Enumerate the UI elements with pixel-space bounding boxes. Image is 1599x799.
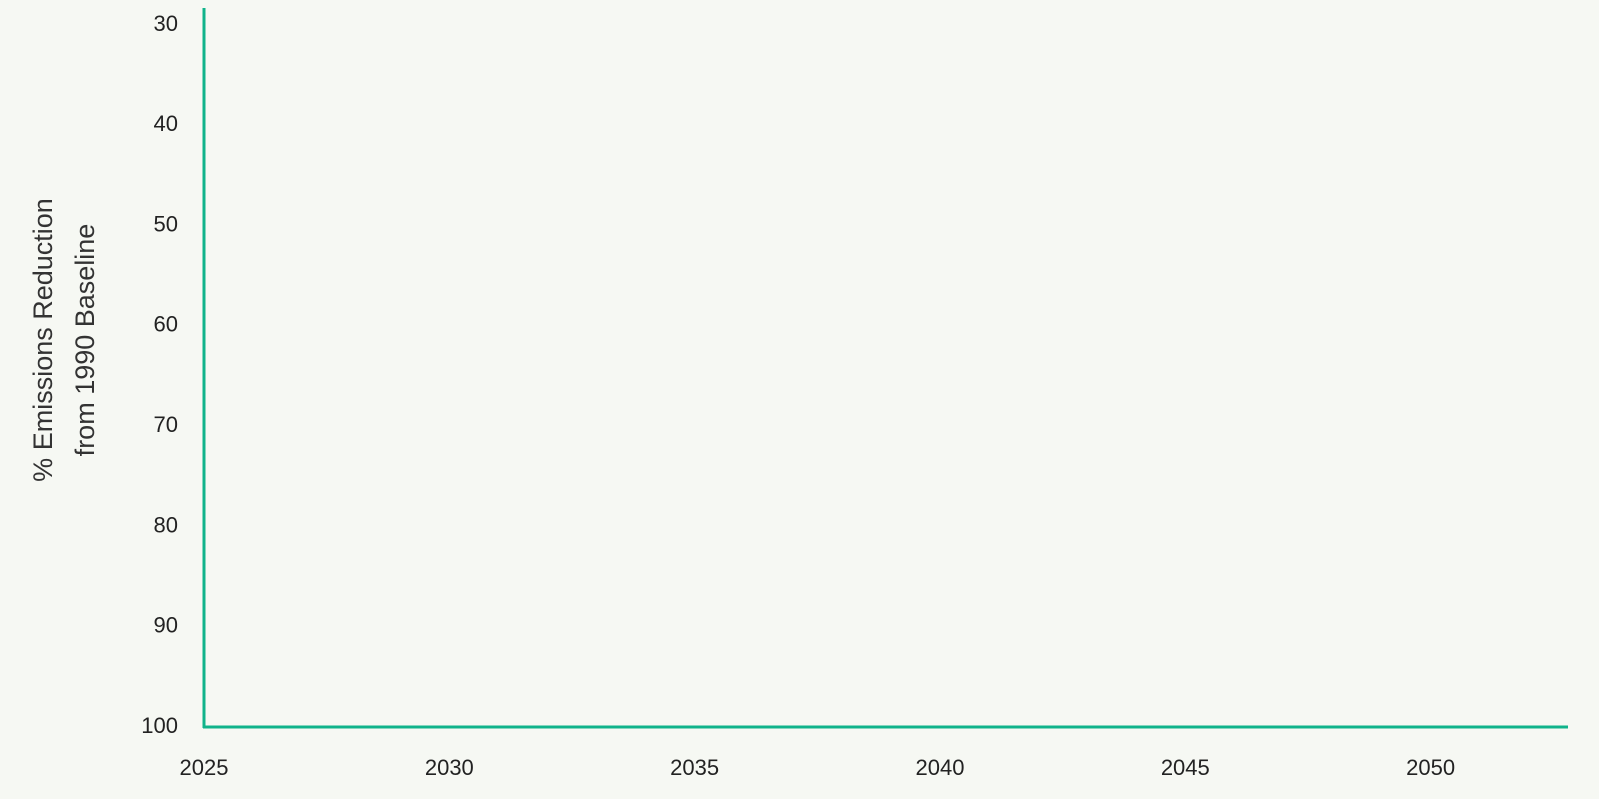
y-tick-label: 40 (154, 111, 178, 136)
x-tick-label: 2050 (1406, 755, 1455, 780)
x-tick-label: 2045 (1161, 755, 1210, 780)
y-tick-label: 80 (154, 512, 178, 537)
y-tick-label: 60 (154, 312, 178, 337)
y-tick-label: 100 (141, 713, 178, 738)
y-tick-label: 90 (154, 613, 178, 638)
x-tick-label: 2035 (670, 755, 719, 780)
y-tick-label: 70 (154, 412, 178, 437)
y-tick-label: 30 (154, 11, 178, 36)
x-tick-label: 2025 (180, 755, 229, 780)
x-tick-label: 2030 (425, 755, 474, 780)
x-tick-label: 2040 (915, 755, 964, 780)
y-axis-title: % Emissions Reduction from 1990 Baseline (28, 198, 100, 482)
y-label-line: % Emissions Reduction (28, 198, 58, 482)
y-label-line: from 1990 Baseline (70, 224, 100, 457)
y-tick-label: 50 (154, 211, 178, 236)
